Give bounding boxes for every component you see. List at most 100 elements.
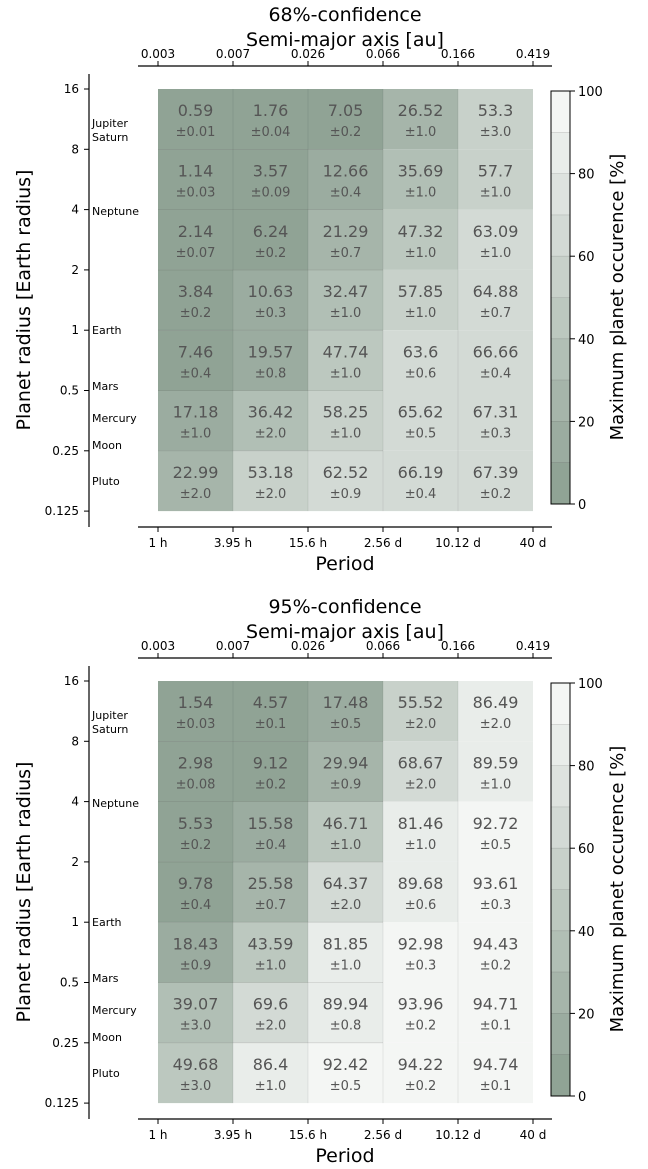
heatmap-cell [308,801,383,862]
heatmap-cell [458,149,533,210]
cell-error: ±0.4 [480,366,512,381]
heatmap-cell [308,209,383,270]
top-axis-label: Semi-major axis [au] [246,621,444,643]
cell-value: 53.18 [248,463,294,482]
cell-value: 94.74 [473,1055,519,1074]
heatmap-cell [158,681,233,742]
heatmap-cell [308,89,383,150]
cell-value: 94.43 [473,934,519,953]
cell-error: ±0.4 [330,185,362,200]
colorbar-tick-label: 60 [578,842,595,857]
heatmap-cell [458,330,533,391]
cell-value: 17.48 [323,693,369,712]
colorbar-tick-label: 40 [578,333,595,348]
colorbar-step [551,338,570,381]
heatmap-cell [383,801,458,862]
cell-error: ±0.1 [255,717,287,732]
planet-label: Saturn [92,131,128,144]
heatmap-cell [458,741,533,802]
heatmap-cell [383,741,458,802]
bottom-axis-tick-label: 40 d [520,536,547,550]
heatmap-cell [383,922,458,983]
cell-value: 5.53 [178,814,214,833]
heatmap-cell [458,861,533,923]
left-axis-tick-label: 1 [71,323,79,337]
cell-value: 65.62 [398,403,444,422]
heatmap-cell [383,450,458,512]
cell-value: 9.78 [178,874,214,893]
heatmap-cell [383,982,458,1043]
heatmap-cell [458,209,533,270]
colorbar-step [551,380,570,422]
cell-value: 0.59 [178,101,214,120]
planet-label: Pluto [92,475,120,488]
colorbar-frame [550,90,571,505]
cell-error: ±0.6 [405,898,437,913]
heatmap-cell [233,149,308,210]
cell-error: ±2.0 [330,898,362,913]
colorbar-tick-label: 100 [578,677,603,692]
colorbar-step [551,214,570,257]
cell-error: ±1.0 [180,427,212,442]
cell-value: 19.57 [248,342,294,361]
heatmap-cell [458,89,533,150]
heatmap-cell [158,450,233,512]
colorbar-tick-label: 80 [578,760,595,775]
colorbar-step [551,972,570,1014]
cell-error: ±2.0 [180,487,212,502]
heatmap-cell [158,741,233,802]
cell-value: 12.66 [323,161,369,180]
cell-value: 49.68 [173,1055,219,1074]
cell-value: 25.58 [248,874,294,893]
cell-error: ±1.0 [330,366,362,381]
cell-error: ±0.8 [330,1019,362,1034]
heatmap-cell [233,681,308,742]
cell-value: 57.85 [398,282,444,301]
heatmap-cell [233,450,308,512]
colorbar-tick-label: 20 [578,1007,595,1022]
planet-label: Mars [92,972,119,985]
cell-value: 1.76 [253,101,289,120]
x-axis-label: Period [315,1145,374,1167]
cell-error: ±0.9 [180,958,212,973]
colorbar-step [551,848,570,890]
cell-error: ±0.2 [330,125,362,140]
heatmap-cell [233,390,308,451]
cell-value: 63.09 [473,222,519,241]
heatmap-cell [308,922,383,983]
left-axis-tick-label: 8 [71,142,79,156]
colorbar-tick-label: 60 [578,250,595,265]
cell-error: ±0.7 [330,246,362,261]
cell-error: ±0.7 [480,306,512,321]
cell-value: 69.6 [253,995,289,1014]
cell-error: ±3.0 [180,1079,212,1094]
left-axis-tick-label: 16 [64,82,79,96]
heatmap-cell [233,982,308,1043]
cell-error: ±2.0 [255,487,287,502]
cell-value: 89.94 [323,995,369,1014]
cell-error: ±1.0 [480,777,512,792]
top-axis-tick-label: 0.166 [441,47,475,61]
cell-error: ±0.5 [405,427,437,442]
heatmap-cell [308,330,383,391]
cell-error: ±0.5 [330,1079,362,1094]
cell-error: ±0.3 [480,898,512,913]
heatmap-cell [308,450,383,512]
top-axis-tick-label: 0.066 [366,47,400,61]
cell-error: ±1.0 [405,246,437,261]
cell-value: 62.52 [323,463,369,482]
cell-value: 15.58 [248,814,294,833]
heatmap-cell [383,861,458,923]
cell-error: ±3.0 [180,1019,212,1034]
cell-value: 1.14 [178,161,214,180]
cell-value: 93.96 [398,995,444,1014]
cell-error: ±1.0 [330,838,362,853]
heatmap-cell [158,982,233,1043]
heatmap-panel-1: 68%-confidence Semi-major axis [au] 0.003 0… [13,4,628,575]
cell-value: 7.46 [178,342,214,361]
heatmap-cell [383,681,458,742]
cell-error: ±0.2 [180,838,212,853]
cell-value: 6.24 [253,222,289,241]
cell-error: ±1.0 [405,306,437,321]
cell-error: ±0.2 [405,1019,437,1034]
